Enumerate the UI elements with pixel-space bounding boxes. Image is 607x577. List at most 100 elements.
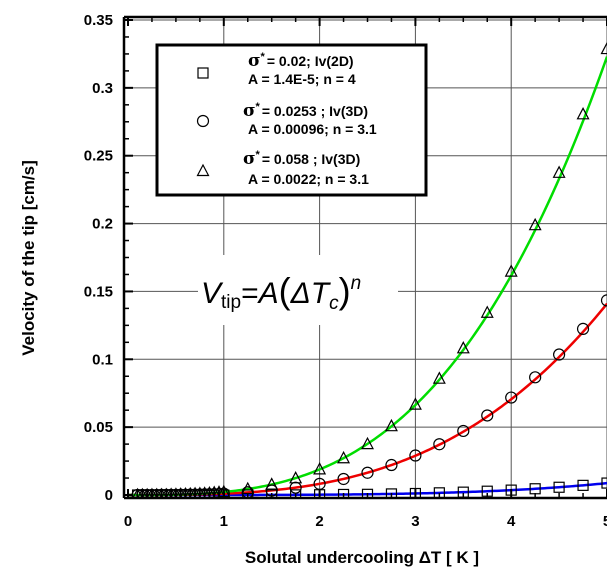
data-point-triangle [156,487,167,498]
legend-line2-2: A = 0.00096; n = 3.1 [248,121,377,137]
legend-line1-2: = 0.0253 ; Iv(3D) [262,103,368,119]
data-point-triangle [198,486,211,498]
axes [122,15,607,500]
data-point-square [601,477,607,489]
equation-background [198,255,398,325]
data-point-circle [552,348,566,361]
x-axis-title: Solutal undercooling ΔT [ K ] [245,548,479,567]
legend-sigma-2: σ [243,101,256,121]
data-point-triangle [193,486,206,498]
x-tick-label: 0 [124,513,132,530]
y-axis-title: Velocity of the tip [cm/s] [19,160,38,356]
data-point-triangle [480,305,494,318]
x-tick-label: 5 [603,513,607,530]
eq-rhs-sub: c [329,293,339,314]
data-point-triangle [384,418,398,432]
data-point-triangle [265,477,279,490]
data-point-triangle [170,487,182,498]
data-point-triangle [528,217,542,231]
data-point-triangle [136,487,148,498]
legend-line2-3: A = 0.0022; n = 3.1 [248,171,369,187]
data-point-square [266,489,278,498]
legend-marker-square [197,67,209,79]
eq-open-paren: ( [279,270,291,311]
data-point-triangle [132,487,143,498]
data-point-triangle [179,487,192,498]
legend-line2-1: A = 1.4E-5; n = 4 [248,71,356,87]
legend-marker-circle [196,114,210,128]
data-point-circle [457,424,470,438]
data-point-triangle [184,486,197,498]
data-point-square [553,481,565,493]
x-tick-label: 1 [220,513,228,530]
legend-star-1: * [261,51,266,63]
equation-annotation: Vtip=A(ΔTc)n [198,255,398,325]
legend-entry-3: σ* = 0.058 ; Iv(3D) A = 0.0022; n = 3.1 [243,149,369,187]
data-point-square [337,488,350,498]
y-tick-label: 0.35 [84,12,113,29]
y-tick-label: 0.3 [92,80,113,97]
x-tick-label: 4 [507,513,516,530]
legend-entry-1: σ* = 0.02; Iv(2D) A = 1.4E-5; n = 4 [248,51,356,87]
x-tick-label: 3 [411,513,419,530]
eq-equals: = [241,277,259,310]
legend: σ* = 0.02; Iv(2D) A = 1.4E-5; n = 4 σ* = 0… [155,43,428,197]
data-markers [131,41,607,498]
data-point-square [577,479,589,491]
svg-text:σ*= 0.0253 ; Iv(3D): σ* = 0.0253 ; Iv(3D) [243,101,368,121]
eq-lhs-var: V [201,277,224,310]
data-point-triangle [165,487,177,498]
data-point-triangle [361,436,374,450]
legend-star-2: * [256,101,261,113]
data-point-triangle [504,264,518,277]
data-point-triangle [337,450,351,464]
data-point-triangle [600,41,607,55]
data-point-triangle [576,107,590,120]
legend-sigma-1: σ [248,51,261,71]
data-point-square [409,487,421,498]
data-point-circle [337,472,350,486]
data-point-circle [433,438,446,451]
fit-curve-2 [128,302,607,497]
legend-markers [196,67,210,177]
legend-sigma-3: σ [243,149,256,169]
data-point-circle [481,409,494,422]
legend-marker-triangle [196,163,210,177]
x-tick-label: 2 [315,513,323,530]
y-tick-label: 0.15 [84,283,113,300]
data-point-circle [505,391,518,404]
legend-entry-2: σ* = 0.0253 ; Iv(3D) A = 0.00096; n = 3.1 [243,101,377,137]
data-point-circle [576,322,590,335]
data-point-square [290,489,302,498]
legend-star-3: * [256,149,261,161]
y-tick-label: 0.2 [92,216,113,233]
eq-close-paren: ) [339,270,351,311]
eq-rhs-coef: A [257,277,279,310]
data-point-circle [529,371,542,384]
data-point-square [361,488,374,498]
eq-rhs-var: ΔT [290,277,332,310]
data-point-triangle [313,462,327,475]
data-point-triangle [289,471,303,484]
data-point-triangle [408,397,422,410]
svg-text:σ*= 0.02; Iv(2D): σ* = 0.02; Iv(2D) [248,51,354,71]
svg-text:Vtip=A(ΔTc)n: Vtip=A(ΔTc)n [201,270,361,314]
legend-line1-3: = 0.058 ; Iv(3D) [262,151,360,167]
data-point-square [385,488,398,498]
svg-text:σ*= 0.058 ; Iv(3D): σ* = 0.058 ; Iv(3D) [243,149,360,169]
legend-line1-1: = 0.02; Iv(2D) [267,53,354,69]
legend-box [155,43,428,197]
data-point-triangle [160,487,172,498]
data-point-triangle [141,487,153,498]
data-point-circle [409,449,422,462]
y-tick-label: 0.25 [84,148,113,165]
data-point-triangle [151,487,163,498]
eq-rhs-exp: n [351,273,362,294]
data-point-triangle [432,371,446,384]
data-point-triangle [456,340,470,354]
data-point-triangle [189,486,202,498]
data-point-circle [361,466,374,479]
y-tick-label: 0.05 [84,419,113,436]
data-point-triangle [175,487,187,498]
